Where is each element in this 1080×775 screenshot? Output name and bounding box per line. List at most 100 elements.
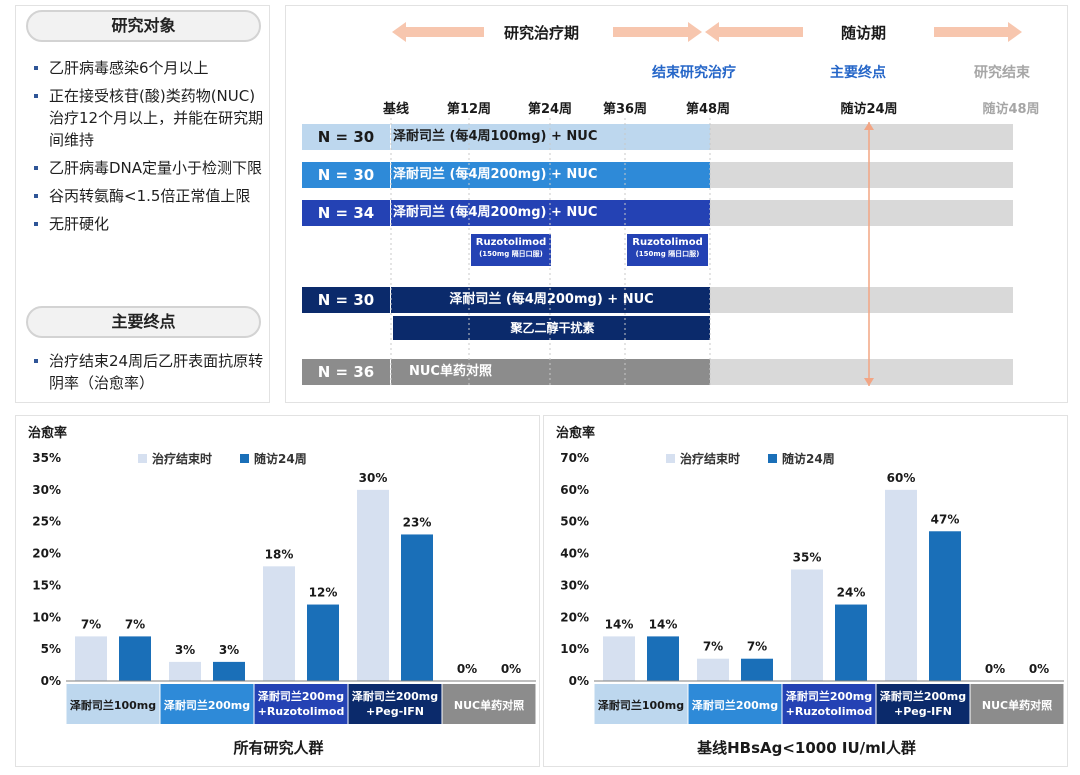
y-tick-label: 40% [560,547,589,561]
category-box [66,684,160,724]
category-label: +Peg-IFN [894,705,952,718]
endpoint-arrow-up [864,122,874,130]
y-axis-title: 治愈率 [556,425,595,441]
bar-value-label: 47% [931,512,960,526]
timeline-gridlines [390,118,874,388]
endpoint-title: 主要终点 [26,306,261,338]
legend-label: 治疗结束时 [152,451,212,466]
bar [929,531,961,681]
category-label: 泽耐司兰200mg [786,689,872,703]
bar-value-label: 0% [457,662,477,676]
category-box [594,684,688,724]
criteria-item: 乙肝病毒DNA定量小于检测下限 [16,157,271,179]
followup-left-arrow [705,22,803,42]
bar [169,661,201,681]
treatment-left-arrow [392,22,484,42]
followup-bar [710,124,1013,150]
category-box [970,684,1064,724]
bar [263,566,295,681]
category-box [876,684,970,724]
week-label: 第48周 [685,102,731,117]
y-tick-label: 20% [560,610,589,624]
endpoint-item: 治疗结束24周后乙肝表面抗原转阴率（治愈率） [16,350,271,394]
chart-xlabel: 基线HBsAg<1000 IU/ml人群 [697,739,916,757]
end-treatment-label: 结束研究治疗 [652,65,736,81]
bar [697,658,729,681]
cure-rate-chart-hbsag: 治愈率 0% 10% 20% 30% 40% 50% 60% 70% 治疗结束时 随访24周 14% 1… [543,415,1068,767]
chart-xlabel: 所有研究人群 [233,739,324,757]
bullet-icon [34,194,38,198]
study-end-label: 研究结束 [974,65,1030,81]
arm-n-label: N = 30 [302,124,390,150]
bullet-icon [34,94,38,98]
arm-n-label: N = 36 [302,359,390,385]
bar-value-label: 0% [1029,662,1049,676]
bullet-icon [34,359,38,363]
cure-rate-chart-all: 治愈率 0% 5% 10% 15% 20% 25% 30% 35% 治疗结束时 随访24周 7% 7% 3… [15,415,540,767]
bar-value-label: 7% [81,617,101,631]
bar [741,658,773,681]
week-label: 基线 [382,102,410,117]
legend-label: 随访24周 [254,451,307,466]
y-tick-label: 10% [560,642,589,656]
bar-value-label: 14% [649,617,678,631]
bar-chart-svg: 治愈率 0% 5% 10% 15% 20% 25% 30% 35% 治疗结束时 随访24周 7% 7% 3… [28,425,536,724]
criteria-item: 谷丙转氨酶<1.5倍正常值上限 [16,185,271,207]
week-label: 随访24周 [840,102,898,117]
bar-value-label: 7% [747,640,767,654]
treatment-period-label: 研究治疗期 [504,24,580,42]
category-label: 泽耐司兰200mg [258,689,344,703]
category-label: 泽耐司兰100mg [598,698,684,712]
category-box [348,684,442,724]
legend-swatch [768,454,777,463]
y-tick-label: 5% [41,642,61,656]
bar [75,636,107,681]
category-label: 泽耐司兰200mg [164,698,250,712]
bar-value-label: 0% [501,662,521,676]
category-label: 泽耐司兰200mg [880,689,966,703]
category-box [782,684,876,724]
bullet-icon [34,66,38,70]
y-tick-label: 25% [32,515,61,529]
followup-bar [710,200,1013,226]
bar [603,636,635,681]
legend-swatch [240,454,249,463]
period-arrows [392,22,1022,42]
bar [885,489,917,681]
y-tick-label: 30% [32,483,61,497]
bar [401,534,433,681]
bar-value-label: 3% [219,643,239,657]
category-label: NUC单药对照 [982,698,1052,712]
bar [791,569,823,681]
bar [307,604,339,681]
primary-endpoint-label: 主要终点 [830,65,886,81]
criteria-item: 无肝硬化 [16,213,271,235]
bar-value-label: 30% [359,471,388,485]
week-label: 第24周 [527,102,573,117]
peg-ifn-bar: 聚乙二醇干扰素 [393,316,710,340]
bar-value-label: 0% [985,662,1005,676]
endpoint-arrow-down [864,378,874,386]
study-design-timeline: 研究治疗期 随访期 结束研究治疗 主要终点 研究结束 基线 第12周 第24周 … [285,5,1068,403]
bar [213,661,245,681]
y-tick-label: 70% [560,451,589,465]
week-label: 第36周 [602,102,648,117]
bar-chart-svg: 治愈率 0% 10% 20% 30% 40% 50% 60% 70% 治疗结束时 随访24周 14% 1… [556,425,1064,724]
arm-n-label: N = 34 [302,200,390,226]
treatment-right-arrow [613,22,702,42]
bar-value-label: 7% [703,640,723,654]
bar [357,489,389,681]
bar-value-label: 3% [175,643,195,657]
bar-value-label: 60% [887,471,916,485]
category-label: 泽耐司兰200mg [352,689,438,703]
followup-right-arrow [934,22,1022,42]
category-box [442,684,536,724]
bar-value-label: 7% [125,617,145,631]
y-tick-label: 35% [32,451,61,465]
y-tick-label: 20% [32,547,61,561]
criteria-item: 乙肝病毒感染6个月以上 [16,57,271,79]
category-box [688,684,782,724]
bar [647,636,679,681]
endpoint-list: 治疗结束24周后乙肝表面抗原转阴率（治愈率） [16,350,271,400]
legend-label: 随访24周 [782,451,835,466]
